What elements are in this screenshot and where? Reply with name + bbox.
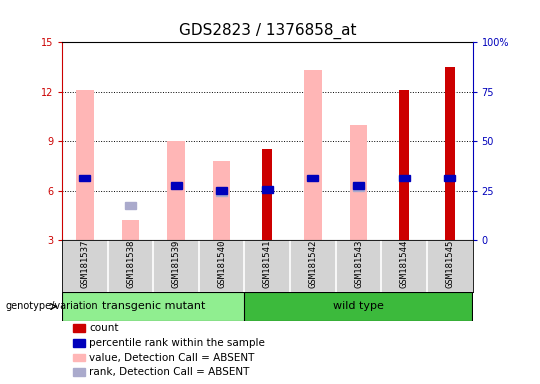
Text: genotype/variation: genotype/variation [5,301,98,311]
Bar [304,70,321,240]
Bar [213,161,231,240]
Bar [399,175,409,182]
Bar [262,149,272,240]
Bar [399,90,409,240]
Bar [350,125,367,240]
Text: percentile rank within the sample: percentile rank within the sample [89,338,265,348]
Bar [444,67,455,240]
Text: GSM181539: GSM181539 [172,239,180,288]
Bar [167,141,185,240]
Text: GSM181540: GSM181540 [217,239,226,288]
Text: GSM181537: GSM181537 [80,239,90,288]
Text: transgenic mutant: transgenic mutant [102,301,205,311]
Text: wild type: wild type [333,301,384,311]
Text: GSM181538: GSM181538 [126,239,135,288]
Bar [245,292,472,321]
Text: GSM181545: GSM181545 [445,239,454,288]
Text: GSM181541: GSM181541 [263,239,272,288]
Bar [171,182,181,189]
Bar [79,175,90,182]
Text: rank, Detection Call = ABSENT: rank, Detection Call = ABSENT [89,367,249,377]
Text: value, Detection Call = ABSENT: value, Detection Call = ABSENT [89,353,254,362]
Bar [216,187,227,194]
Bar [353,184,364,190]
Bar [216,190,227,196]
Text: GSM181544: GSM181544 [400,239,409,288]
Bar [125,202,136,209]
Bar [353,182,364,189]
Bar [444,175,455,182]
Text: count: count [89,323,119,333]
Text: GSM181542: GSM181542 [308,239,318,288]
Bar [76,90,93,240]
Bar [122,220,139,240]
Bar [307,175,319,182]
Text: GSM181543: GSM181543 [354,239,363,288]
Bar [62,292,245,321]
Title: GDS2823 / 1376858_at: GDS2823 / 1376858_at [179,23,356,40]
Bar [262,187,273,193]
